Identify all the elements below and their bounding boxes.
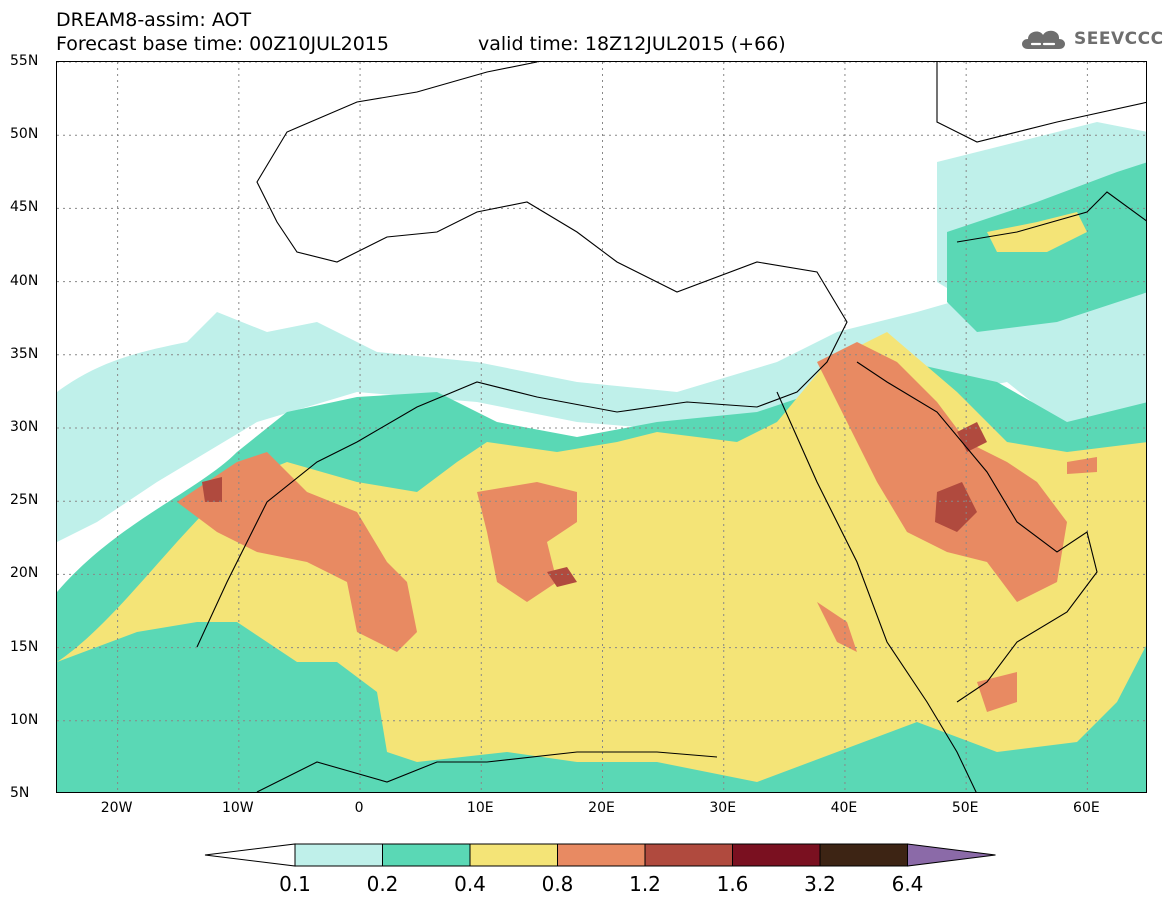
colorbar-left-arrow — [204, 843, 296, 867]
lat-label: 35N — [10, 345, 39, 362]
lat-label: 50N — [10, 126, 39, 143]
lat-label: 45N — [10, 199, 39, 216]
seevccc-logo: SEEVCCC — [1018, 24, 1164, 54]
colorbar-label: 0.1 — [279, 872, 311, 896]
colorbar-label: 1.2 — [629, 872, 661, 896]
forecast-base-time: Forecast base time: 00Z10JUL2015 — [56, 33, 389, 55]
lon-label: 20E — [588, 800, 615, 816]
lat-label: 10N — [10, 711, 39, 728]
colorbar-segment — [557, 843, 646, 867]
colorbar-segment — [469, 843, 558, 867]
lat-label: 20N — [10, 565, 39, 582]
colorbar-label: 1.6 — [716, 872, 749, 896]
colorbar-right-arrow — [907, 843, 996, 867]
graticule — [57, 62, 1146, 792]
cloud-icon — [1022, 30, 1065, 49]
colorbar — [204, 843, 996, 867]
map-panel — [56, 61, 1147, 793]
coastlines — [196, 62, 1146, 792]
lon-label: 50E — [951, 800, 979, 816]
colorbar-label: 0.8 — [541, 872, 574, 896]
lon-label: 40E — [830, 800, 858, 816]
colorbar-label: 6.4 — [891, 872, 924, 896]
lat-label: 30N — [10, 419, 39, 435]
valid-time: valid time: 18Z12JUL2015 (+66) — [478, 33, 786, 55]
lon-label: 0 — [354, 800, 364, 816]
lat-label: 40N — [10, 272, 39, 289]
colorbar-segment — [382, 843, 471, 867]
lat-label: 15N — [10, 638, 39, 655]
colorbar-segment — [294, 843, 383, 867]
colorbar-label: 0.4 — [454, 872, 486, 896]
aot-map — [57, 62, 1146, 792]
lon-label: 10W — [221, 800, 254, 816]
logo-text: SEEVCCC — [1074, 29, 1164, 49]
lon-label: 30E — [709, 800, 737, 816]
lon-label: 60E — [1073, 800, 1100, 816]
colorbar-label: 3.2 — [804, 872, 836, 896]
lon-label: 10E — [466, 800, 494, 816]
colorbar-segment — [819, 843, 908, 867]
colorbar-segment — [732, 843, 821, 867]
colorbar-label: 0.2 — [366, 872, 399, 896]
lon-label: 20W — [100, 800, 133, 816]
lat-label: 25N — [10, 492, 39, 509]
lat-label: 5N — [10, 785, 30, 801]
lat-label: 55N — [10, 53, 39, 69]
colorbar-segment — [644, 843, 733, 867]
chart-title: DREAM8-assim: AOT — [56, 9, 252, 31]
